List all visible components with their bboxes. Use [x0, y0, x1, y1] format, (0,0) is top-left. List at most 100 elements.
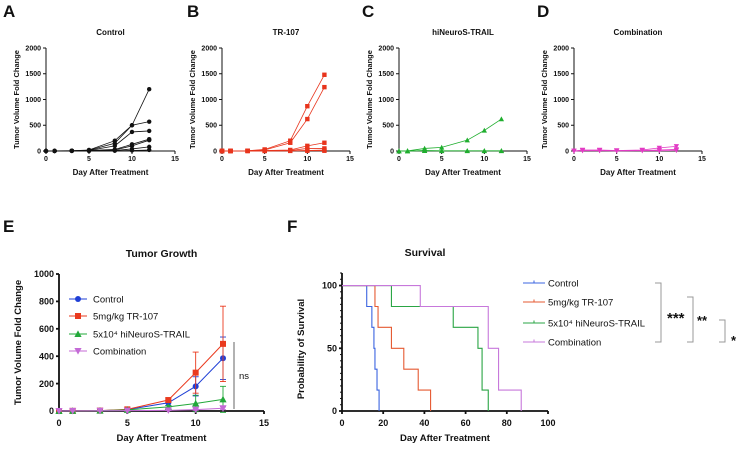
x-tick-label: 5 [87, 156, 91, 163]
circle-marker [147, 87, 152, 92]
triangle-down-marker [192, 406, 200, 414]
circle-marker [147, 137, 152, 143]
triangle-down-marker [571, 148, 577, 154]
x-axis-label: Day After Treatment [248, 168, 324, 177]
chart-title: Control [96, 28, 124, 37]
circle-marker [129, 143, 135, 149]
series-line [45, 89, 150, 152]
triangle-up-marker [396, 148, 402, 154]
y-tick-label: 50 [327, 343, 337, 353]
x-tick-label: 0 [397, 156, 401, 163]
y-tick-label: 500 [557, 123, 569, 130]
triangle-down-marker [123, 407, 131, 415]
triangle-up-marker [192, 399, 200, 407]
triangle-down-marker [74, 348, 82, 355]
x-tick-label: 15 [259, 418, 269, 428]
circle-marker [52, 148, 57, 154]
square-marker [322, 140, 327, 145]
triangle-down-marker [656, 148, 662, 154]
triangle-up-marker [498, 148, 505, 154]
y-tick-label: 100 [322, 281, 337, 291]
y-tick-label: 1500 [378, 71, 394, 78]
panel-d: D Combination Day After Treatment Tumor Vol… [537, 2, 706, 177]
x-tick-label: 0 [56, 418, 61, 428]
y-axis-label: Probability of Survival [296, 299, 307, 399]
y-axis-label: Tumor Volume Fold Change [540, 50, 549, 149]
triangle-down-marker [596, 148, 603, 154]
significance-label: *** [667, 310, 685, 327]
circle-marker [86, 148, 92, 154]
x-tick-label: 15 [346, 156, 354, 163]
x-tick-label: 15 [523, 156, 531, 163]
y-tick-label: 0 [332, 406, 337, 416]
triangle-down-marker [614, 148, 620, 154]
triangle-up-marker [439, 148, 445, 154]
triangle-down-marker [69, 407, 77, 415]
legend-label: 5x10⁴ hiNeuroS-TRAIL [93, 330, 190, 341]
circle-marker [129, 129, 135, 135]
y-tick-label: 0 [565, 148, 569, 155]
y-tick-label: 1000 [25, 97, 41, 104]
square-marker [288, 140, 293, 145]
square-marker [220, 340, 226, 347]
panel-letter: F [287, 217, 297, 236]
legend-label: 5mg/kg TR-107 [548, 298, 613, 309]
legend-label: 5mg/kg TR-107 [93, 312, 158, 323]
square-marker [322, 148, 327, 153]
series-line [398, 118, 502, 152]
x-tick-label: 0 [339, 418, 344, 428]
y-tick-label: 0 [49, 406, 54, 416]
circle-marker [147, 144, 152, 150]
x-tick-label: 15 [698, 156, 706, 163]
significance-label: ** [697, 313, 708, 328]
x-tick-label: 5 [615, 156, 619, 163]
y-tick-label: 1000 [34, 269, 54, 279]
triangle-down-marker [579, 148, 586, 154]
circle-marker [129, 123, 135, 128]
survival-curve [342, 284, 432, 411]
y-tick-label: 1000 [378, 97, 394, 104]
square-marker [262, 148, 267, 154]
square-marker [305, 103, 310, 109]
series-line [573, 150, 677, 152]
square-marker [305, 143, 310, 149]
panel-letter: C [362, 2, 374, 21]
y-tick-label: 400 [39, 351, 54, 361]
panel-letter: E [3, 217, 14, 236]
y-tick-label: 500 [29, 123, 41, 130]
triangle-down-marker [55, 408, 63, 415]
y-tick-label: 1500 [25, 71, 41, 78]
triangle-down-marker [639, 148, 645, 154]
triangle-down-marker [96, 407, 104, 415]
square-marker [228, 148, 233, 154]
circle-marker [75, 296, 81, 302]
triangle-up-marker [481, 127, 487, 133]
x-axis-label: Day After Treatment [425, 168, 501, 177]
x-tick-label: 10 [191, 418, 201, 428]
x-tick-label: 5 [440, 156, 444, 163]
x-tick-label: 40 [419, 418, 429, 428]
circle-marker [129, 148, 135, 153]
circle-marker [69, 148, 75, 154]
x-tick-label: 100 [540, 418, 555, 428]
panel-letter: B [187, 2, 199, 21]
triangle-up-marker [464, 137, 470, 143]
y-tick-label: 2000 [378, 45, 394, 52]
circle-marker [112, 148, 118, 153]
chart-title: Tumor Growth [126, 248, 198, 260]
circle-marker [147, 119, 152, 124]
y-tick-label: 2000 [201, 45, 217, 52]
x-tick-label: 5 [263, 156, 267, 163]
square-marker [192, 369, 199, 376]
y-tick-label: 2000 [553, 45, 569, 52]
triangle-up-marker [481, 148, 487, 154]
triangle-down-marker [164, 407, 172, 414]
triangle-down-marker [219, 405, 227, 412]
triangle-up-marker [219, 395, 227, 403]
circle-marker [147, 147, 152, 153]
triangle-up-marker [439, 144, 445, 150]
square-marker [288, 148, 293, 154]
legend-label: Control [548, 279, 579, 290]
y-axis-label: Tumor Volume Fold Change [365, 50, 374, 149]
